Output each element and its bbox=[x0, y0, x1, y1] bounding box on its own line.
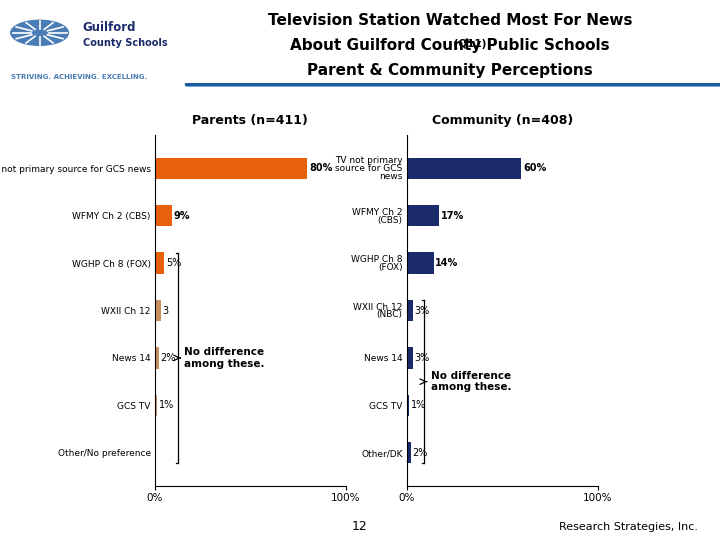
Text: No difference
among these.: No difference among these. bbox=[184, 347, 265, 369]
Bar bbox=[407, 347, 413, 369]
Text: 2%: 2% bbox=[161, 353, 176, 363]
Bar bbox=[155, 205, 172, 226]
Text: About Guilford County Public Schools: About Guilford County Public Schools bbox=[290, 38, 610, 53]
Bar bbox=[407, 205, 439, 226]
Text: Parent & Community Perceptions: Parent & Community Perceptions bbox=[307, 63, 593, 78]
Text: Research Strategies, Inc.: Research Strategies, Inc. bbox=[559, 522, 698, 531]
Bar bbox=[407, 395, 409, 416]
Bar bbox=[155, 252, 164, 274]
Text: 1%: 1% bbox=[410, 400, 426, 410]
Text: (Q11): (Q11) bbox=[450, 39, 487, 49]
Bar bbox=[155, 347, 158, 369]
Text: 14%: 14% bbox=[436, 258, 459, 268]
Text: 17%: 17% bbox=[441, 211, 464, 221]
Bar bbox=[407, 158, 521, 179]
Title: Parents (n=411): Parents (n=411) bbox=[192, 114, 308, 127]
Bar bbox=[155, 300, 161, 321]
Text: 1%: 1% bbox=[158, 400, 174, 410]
Bar bbox=[155, 158, 307, 179]
Text: 12: 12 bbox=[352, 520, 368, 533]
Text: 5%: 5% bbox=[166, 258, 181, 268]
Text: County Schools: County Schools bbox=[83, 38, 168, 48]
Text: No difference
among these.: No difference among these. bbox=[431, 371, 511, 393]
Bar bbox=[407, 300, 413, 321]
Text: 80%: 80% bbox=[310, 163, 333, 173]
Text: STRIVING. ACHIEVING. EXCELLING.: STRIVING. ACHIEVING. EXCELLING. bbox=[11, 75, 147, 80]
Text: 2%: 2% bbox=[413, 448, 428, 458]
Text: 3: 3 bbox=[163, 306, 168, 315]
Text: Television Station Watched Most For News: Television Station Watched Most For News bbox=[268, 13, 632, 28]
Bar bbox=[407, 252, 433, 274]
Text: Guilford: Guilford bbox=[83, 21, 136, 34]
Title: Community (n=408): Community (n=408) bbox=[431, 114, 573, 127]
Text: 3%: 3% bbox=[415, 306, 430, 315]
Text: 9%: 9% bbox=[174, 211, 190, 221]
Text: 60%: 60% bbox=[523, 163, 546, 173]
Bar bbox=[155, 395, 157, 416]
Text: 3%: 3% bbox=[415, 353, 430, 363]
Circle shape bbox=[11, 21, 68, 45]
Bar bbox=[407, 442, 410, 463]
